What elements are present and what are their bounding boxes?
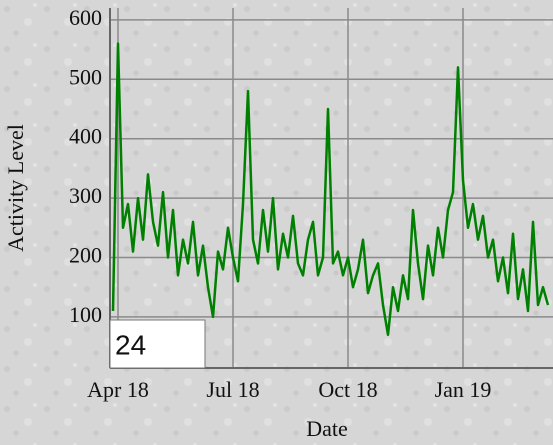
- data-line: [111, 42, 550, 336]
- x-tick-label: Jul 18: [206, 377, 259, 402]
- y-tick-label: 200: [69, 243, 102, 268]
- text-box-value[interactable]: 24: [115, 329, 146, 360]
- x-tick-label: Jan 19: [435, 377, 492, 402]
- x-axis-label: Date: [306, 416, 348, 441]
- y-tick-label: 400: [69, 124, 102, 149]
- text-box[interactable]: 24: [109, 319, 206, 369]
- y-axis-label: Activity Level: [3, 124, 28, 252]
- text-box-frame[interactable]: [109, 319, 206, 369]
- y-tick-label: 300: [69, 183, 102, 208]
- x-tick-label: Oct 18: [318, 377, 377, 402]
- x-tick-label: Apr 18: [87, 377, 149, 402]
- y-tick-label: 100: [69, 302, 102, 327]
- y-tick-label: 500: [69, 64, 102, 89]
- y-tick-label: 600: [69, 5, 102, 30]
